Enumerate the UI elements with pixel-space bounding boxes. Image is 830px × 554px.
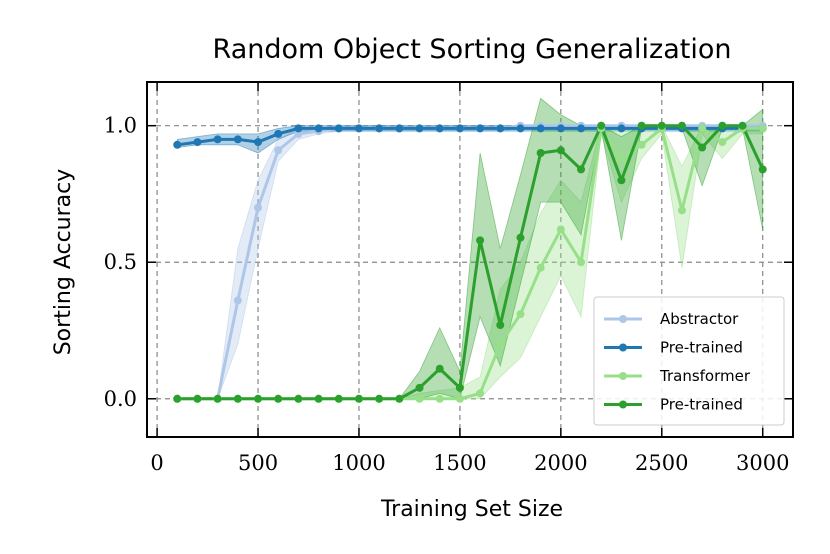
series-3-point-16 [496, 321, 505, 330]
y-tick-label-1: 0.5 [104, 250, 137, 274]
legend-label-3: Pre-trained [660, 396, 743, 414]
legend-marker-2 [619, 372, 627, 380]
series-3-point-27 [718, 121, 727, 130]
legend-marker-0 [619, 315, 627, 323]
series-3-point-23 [637, 121, 646, 130]
series-3-point-3 [233, 394, 242, 403]
series-2-point-13 [435, 394, 444, 403]
series-3-point-29 [758, 165, 767, 174]
x-tick-label-1: 500 [238, 451, 278, 475]
x-tick-label-3: 1500 [433, 451, 486, 475]
series-3-point-9 [354, 394, 363, 403]
series-3-point-5 [274, 394, 283, 403]
series-3-point-1 [193, 394, 202, 403]
series-2-point-25 [677, 206, 686, 215]
series-3-point-7 [314, 394, 323, 403]
series-2-point-16 [496, 340, 505, 349]
series-1-point-0 [173, 140, 182, 149]
series-1-point-1 [193, 138, 202, 147]
series-3-point-8 [334, 394, 343, 403]
series-1-point-10 [375, 124, 384, 133]
series-3-point-13 [435, 364, 444, 373]
x-tick-label-5: 2500 [635, 451, 688, 475]
x-tick-label-0: 0 [150, 451, 163, 475]
x-axis-label: Training Set Size [380, 497, 563, 522]
series-1-point-5 [274, 129, 283, 138]
series-1-point-18 [536, 124, 545, 133]
series-3-point-20 [577, 165, 586, 174]
x-tick-label-4: 2000 [534, 451, 587, 475]
series-1-point-12 [415, 124, 424, 133]
series-2-point-18 [536, 263, 545, 272]
series-3-point-4 [254, 394, 263, 403]
series-1-point-13 [435, 124, 444, 133]
series-0-point-5 [274, 146, 283, 155]
series-1-point-7 [314, 124, 323, 133]
series-2-point-19 [556, 225, 565, 234]
series-2-point-27 [718, 138, 727, 147]
series-3-point-21 [597, 121, 606, 130]
series-2-point-17 [516, 310, 525, 319]
series-3-point-6 [294, 394, 303, 403]
series-1-point-19 [556, 124, 565, 133]
series-3-point-26 [698, 143, 707, 152]
series-1-point-15 [476, 124, 485, 133]
axis-ticks: 0 500 1000 1500 2000 2500 3000 0.0 0.5 1.0 [104, 82, 793, 475]
series-2-point-12 [415, 394, 424, 403]
legend-label-2: Transformer [659, 367, 751, 385]
legend-box [593, 296, 785, 426]
series-0-point-3 [233, 296, 242, 305]
series-2-point-14 [455, 394, 464, 403]
x-tick-label-6: 3000 [736, 451, 789, 475]
series-1-point-6 [294, 124, 303, 133]
series-1-point-16 [496, 124, 505, 133]
series-1-point-4 [254, 138, 263, 147]
series-2-point-23 [637, 140, 646, 149]
series-1-point-2 [213, 135, 222, 144]
series-3-point-15 [476, 236, 485, 245]
series-2-point-22 [617, 154, 626, 163]
series-0-point-4 [254, 203, 263, 212]
series-3-point-28 [738, 121, 747, 130]
series-1-point-20 [577, 124, 586, 133]
series-3-point-25 [677, 121, 686, 130]
series-2-point-29 [758, 124, 767, 133]
series-1-point-3 [233, 135, 242, 144]
series-3-point-11 [395, 394, 404, 403]
series-1-point-11 [395, 124, 404, 133]
series-2-point-26 [698, 124, 707, 133]
series-1-point-14 [455, 124, 464, 133]
plot-frame [146, 81, 794, 438]
series-2-point-15 [476, 389, 485, 398]
y-tick-label-0: 0.0 [104, 387, 137, 411]
legend-marker-3 [619, 400, 627, 409]
series-3-point-22 [617, 176, 626, 185]
y-axis-label: Sorting Accuracy [51, 169, 76, 356]
legend-label-0: Abstractor [660, 310, 739, 328]
x-tick-label-2: 1000 [332, 451, 385, 475]
series-points [173, 121, 767, 403]
series-3-point-0 [173, 394, 182, 403]
series-3-point-2 [213, 394, 222, 403]
series-1-point-8 [334, 124, 343, 133]
series-1-point-22 [617, 124, 626, 133]
series-3-point-24 [657, 121, 666, 130]
series-3-point-12 [415, 383, 424, 392]
series-3-point-17 [516, 233, 525, 242]
series-2-point-20 [577, 258, 586, 267]
series-3-point-19 [556, 146, 565, 155]
series-3-point-10 [375, 394, 384, 403]
series-3-point-14 [455, 383, 464, 392]
series-1-point-17 [516, 124, 525, 133]
legend-marker-1 [619, 343, 627, 352]
y-tick-label-2: 1.0 [104, 114, 137, 138]
legend-label-1: Pre-trained [660, 339, 743, 357]
series-3-point-18 [536, 149, 545, 157]
series-1-point-9 [354, 124, 363, 133]
legend: Abstractor Pre-trained Transformer Pre-trai… [593, 296, 785, 426]
chart-title: Random Object Sorting Generalization [213, 34, 732, 65]
